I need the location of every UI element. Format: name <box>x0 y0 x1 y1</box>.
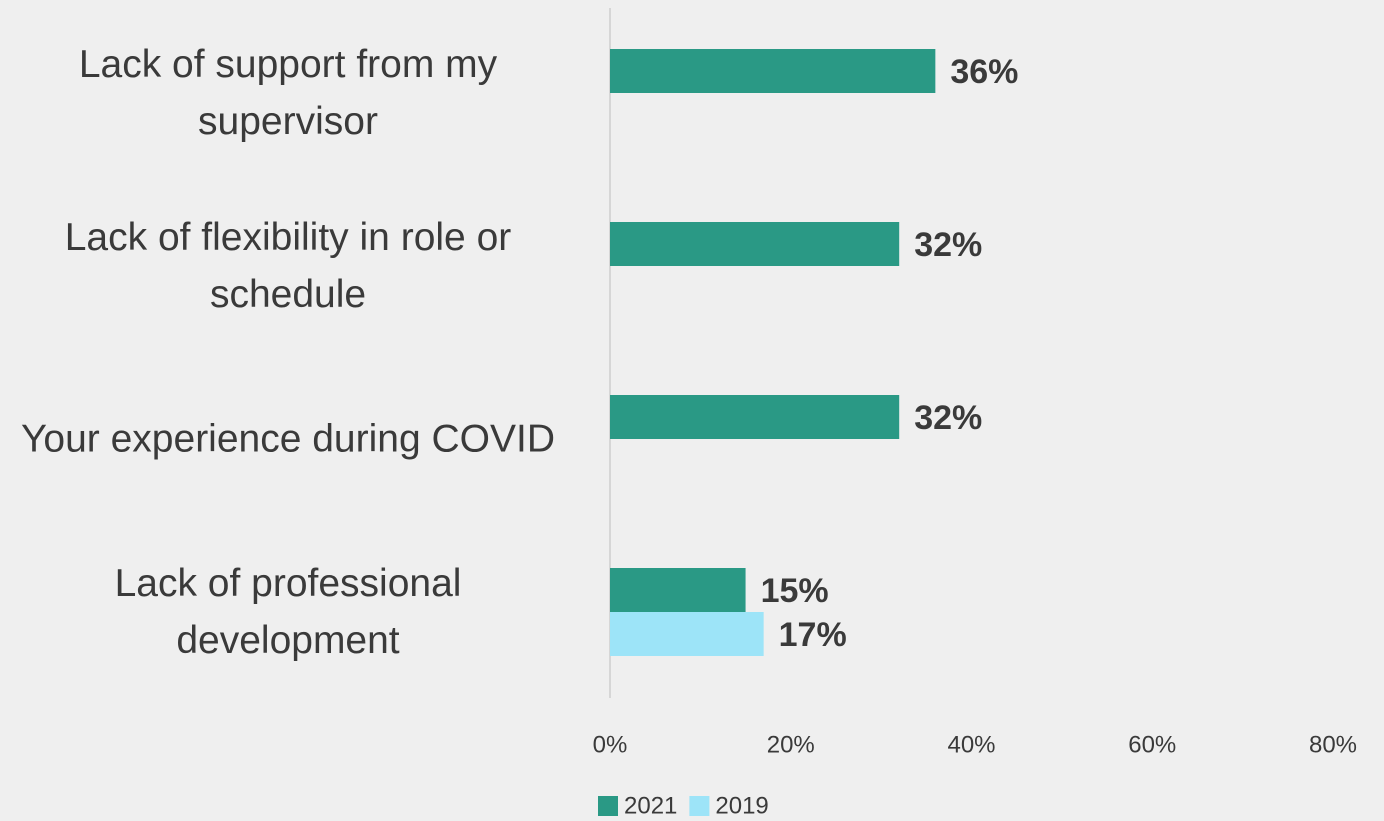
legend-label: 2019 <box>715 792 768 819</box>
value-label: 32% <box>914 226 982 264</box>
value-label: 17% <box>779 616 847 654</box>
bar <box>610 568 746 612</box>
bar <box>610 395 900 439</box>
bar <box>610 612 764 656</box>
x-tick-label: 20% <box>767 731 815 758</box>
legend-swatch <box>598 796 618 816</box>
x-tick-label: 40% <box>947 731 995 758</box>
x-tick-label: 60% <box>1128 731 1176 758</box>
category-label: Lack of support from my supervisor <box>78 43 498 143</box>
value-label: 15% <box>761 572 829 610</box>
legend-label: 2021 <box>624 792 677 819</box>
category-label: Lack of professional development <box>114 562 462 662</box>
x-tick-label: 80% <box>1309 731 1357 758</box>
legend-swatch <box>689 796 710 816</box>
category-label: Your experience during COVID <box>20 417 556 461</box>
value-label: 36% <box>950 53 1018 91</box>
bar <box>610 49 936 93</box>
category-label: Lack of flexibility in role or schedule <box>64 216 512 316</box>
bar <box>610 222 900 266</box>
value-label: 32% <box>914 399 982 437</box>
x-tick-label: 0% <box>593 731 628 758</box>
